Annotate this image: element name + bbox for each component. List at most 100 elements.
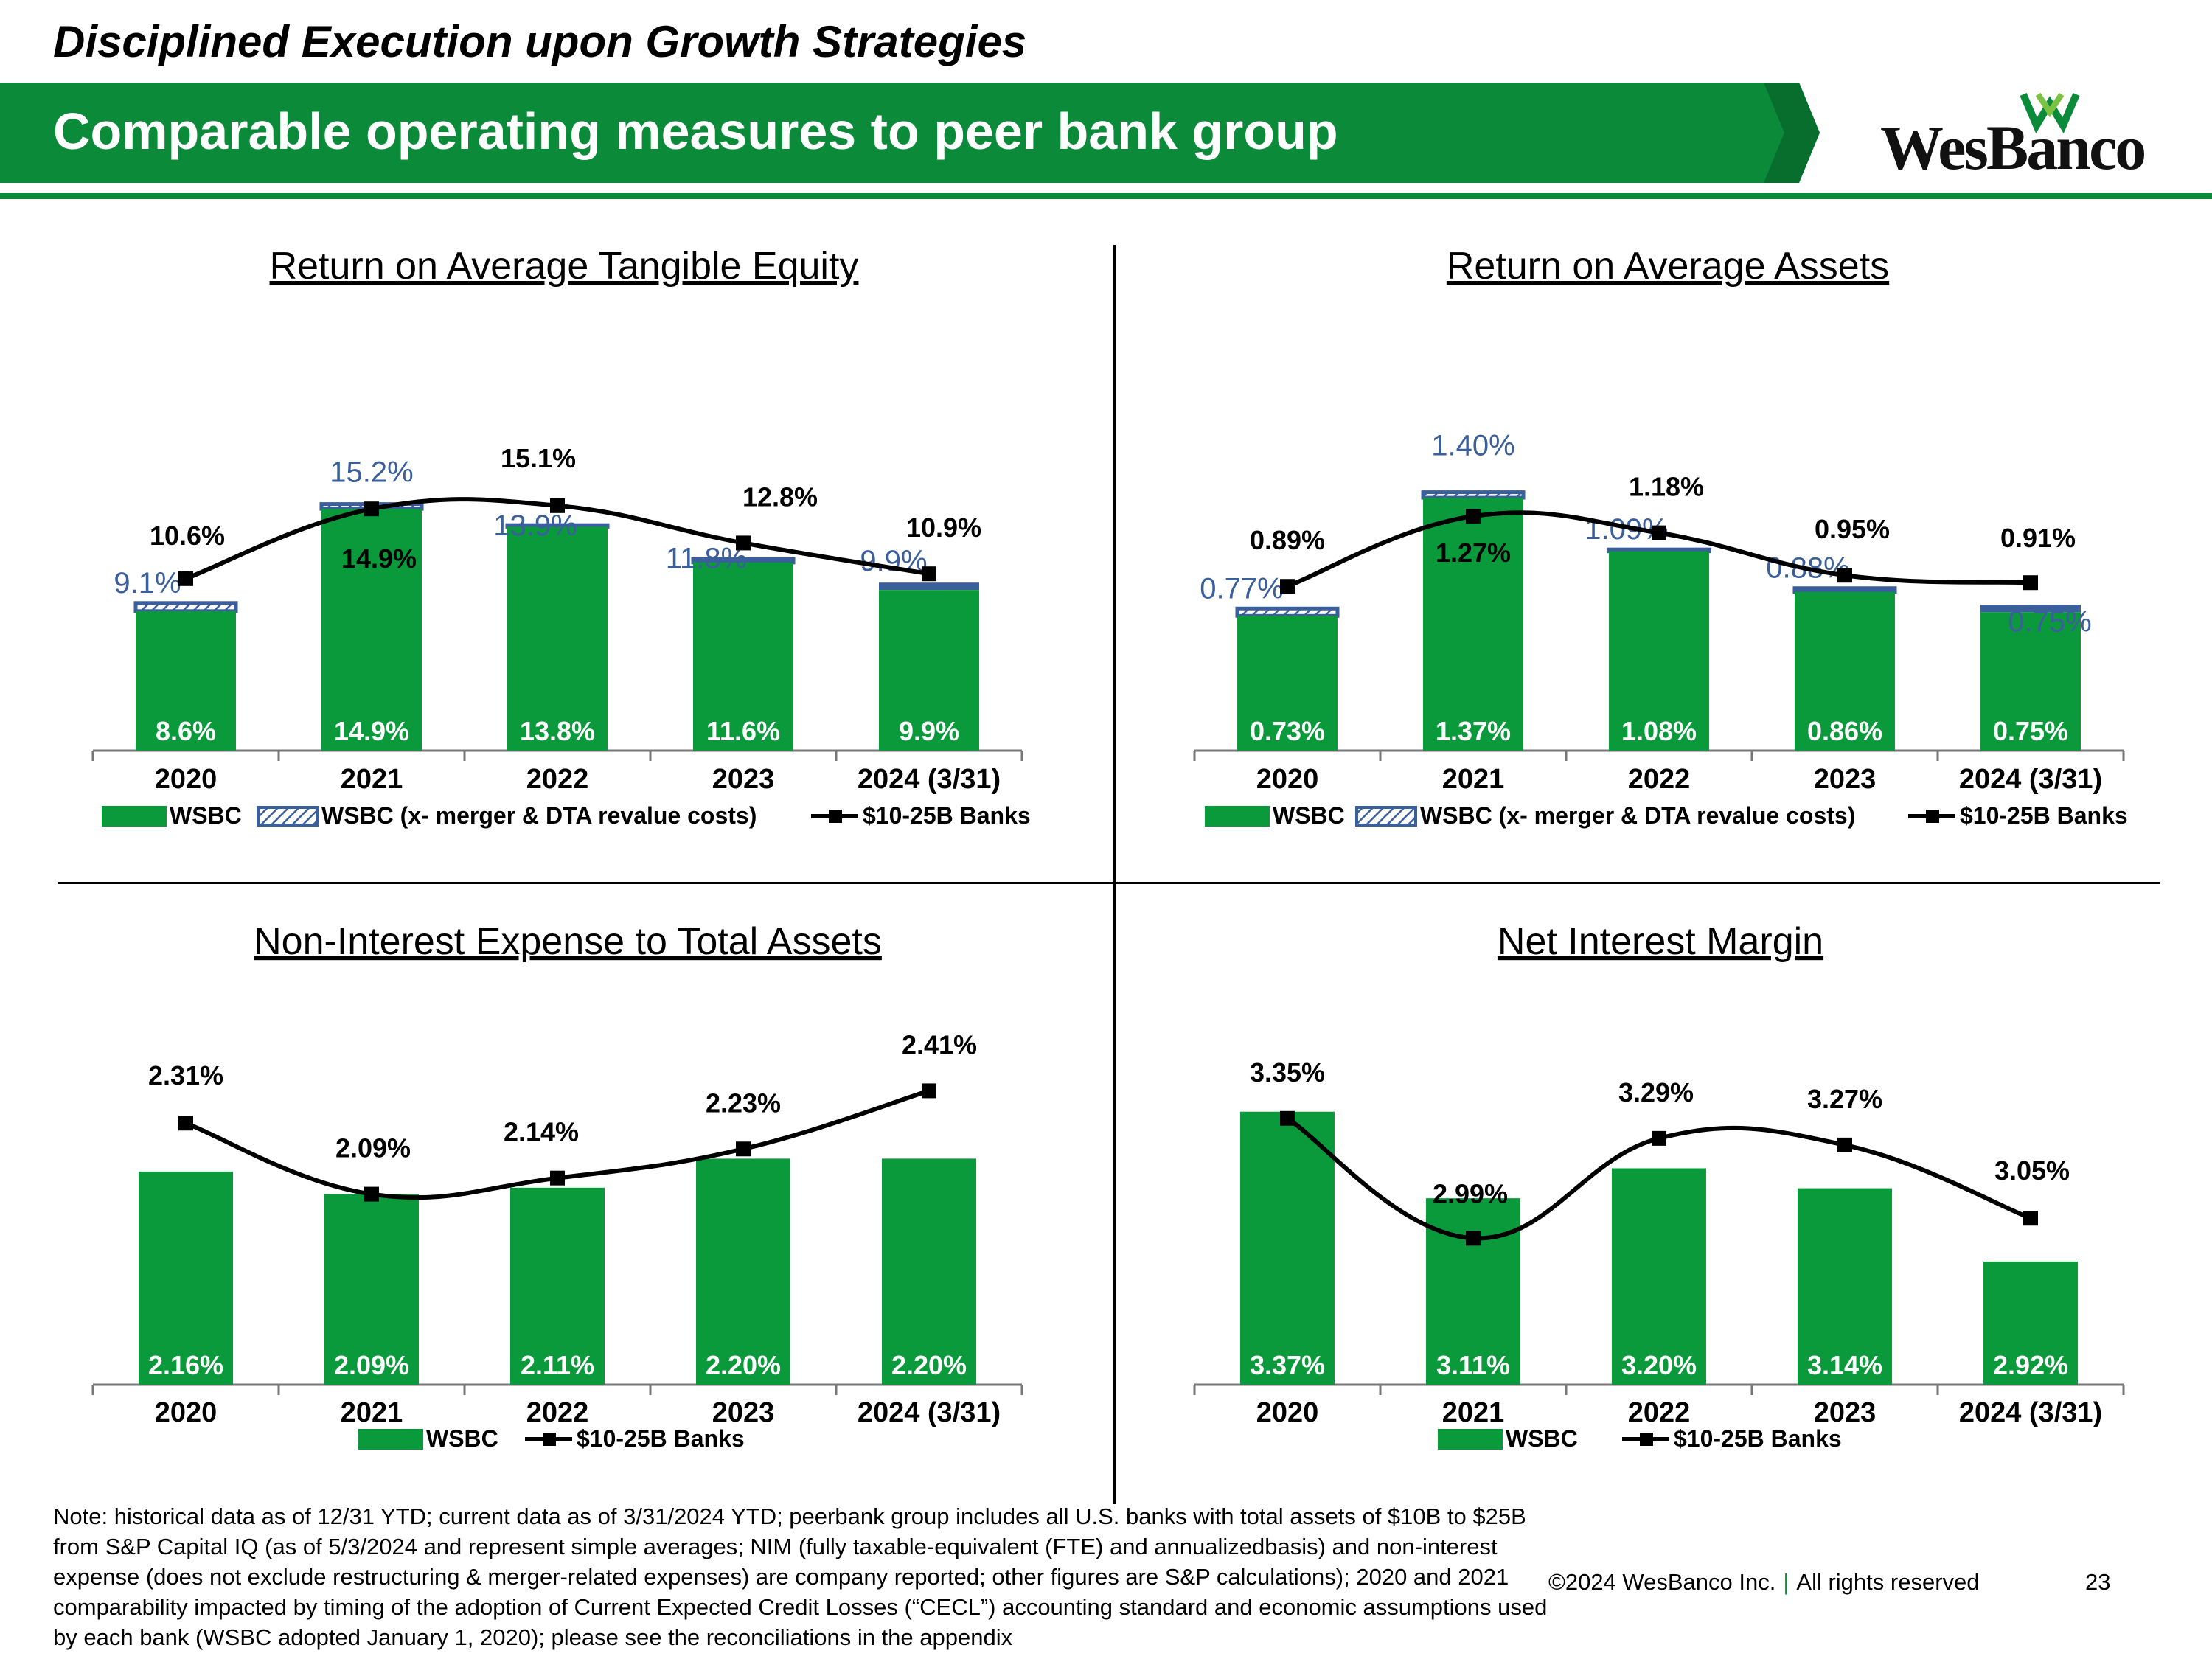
rote-bar (693, 562, 793, 751)
rote-category-label: 2021 (341, 764, 403, 795)
nim-bar (1983, 1261, 2078, 1385)
nie-bar-label: 2.20% (706, 1350, 781, 1380)
rote-bar (879, 590, 979, 751)
banner-rule (0, 193, 2212, 199)
nie-bar-label: 2.11% (521, 1350, 594, 1380)
nie-legend-swatch-peer-marker (543, 1433, 556, 1446)
nim-category-label: 2023 (1814, 1397, 1877, 1428)
roaa-cap-label: 0.77% (1200, 572, 1283, 605)
roaa-peer-label: 0.91% (2000, 523, 2076, 553)
roaa-peer-label: 0.89% (1250, 525, 1325, 555)
wesbanco-logo: WesBanco (1880, 112, 2146, 183)
nie-category-label: 2022 (526, 1397, 589, 1428)
double-w-icon (2020, 92, 2080, 133)
copyright: ©2024 WesBanco Inc. | All rights reserved (1548, 1569, 1980, 1596)
roaa-peer-marker (1466, 509, 1481, 524)
rote-legend-label: WSBC (x- merger & DTA revalue costs) (321, 802, 757, 829)
nim-peer-marker (1280, 1110, 1295, 1126)
roaa-chart-title: Return on Average Assets (1447, 245, 1889, 288)
roaa-legend-label: $10-25B Banks (1960, 802, 2128, 829)
roaa-cap-bar (1980, 605, 2081, 613)
rote-bar (136, 611, 236, 751)
nie-category-label: 2024 (3/31) (858, 1397, 1001, 1428)
roaa-peer-marker (1837, 568, 1852, 583)
roaa-bar-label: 1.37% (1436, 716, 1511, 746)
nie-bar-label: 2.20% (891, 1350, 967, 1380)
nie-bar-label: 2.16% (148, 1350, 223, 1380)
roaa-legend-label: WSBC (1273, 802, 1345, 829)
roaa-cap-bar (1607, 547, 1711, 554)
rote-bar (321, 509, 422, 751)
rote-cap-label: 11.8% (666, 542, 747, 574)
roaa-legend-swatch-peer-marker (1926, 810, 1939, 823)
roaa-bar-label: 1.08% (1621, 716, 1697, 746)
rote-peer-marker (178, 571, 193, 586)
copyright-separator: | (1783, 1569, 1790, 1595)
rote-bar (507, 526, 608, 751)
nim-bar-label: 3.11% (1436, 1350, 1510, 1380)
nim-bar-label: 3.20% (1621, 1350, 1697, 1380)
nim-legend-label: WSBC (1506, 1425, 1578, 1452)
roaa-legend-swatch-wsbc (1205, 806, 1270, 827)
rote-bar-label: 8.6% (156, 716, 216, 746)
roaa-category-label: 2021 (1442, 764, 1505, 795)
title-banner (0, 83, 1820, 183)
roaa-cap-bar (1235, 606, 1340, 618)
rote-bar-label: 14.9% (334, 716, 409, 746)
nie-category-label: 2023 (712, 1397, 775, 1428)
nie-peer-label: 2.41% (902, 1029, 977, 1060)
rote-category-label: 2023 (712, 764, 775, 795)
roaa-cap-label: 1.40% (1431, 430, 1514, 462)
roaa-bar (1980, 612, 2081, 751)
nim-peer-marker (2023, 1211, 2038, 1226)
roaa-bar (1609, 551, 1709, 751)
roaa-peer-label: 0.95% (1815, 514, 1890, 544)
nie-bar-label: 2.09% (334, 1350, 409, 1380)
nie-peer-marker (178, 1116, 193, 1131)
footnote: Note: historical data as of 12/31 YTD; c… (53, 1503, 1548, 1650)
roaa-cap-label: 0.75% (2008, 605, 2091, 638)
nim-category-label: 2022 (1628, 1397, 1691, 1428)
page-title: Comparable operating measures to peer ba… (53, 102, 1338, 160)
roaa-peer-label: 1.27% (1436, 538, 1511, 568)
nim-peer-marker (1652, 1130, 1666, 1146)
nim-peer-label: 3.29% (1618, 1077, 1694, 1107)
rote-cap-label: 15.2% (330, 456, 413, 489)
rote-cap-bar (879, 582, 979, 591)
nie-bar (139, 1171, 233, 1385)
rote-category-label: 2022 (526, 764, 589, 795)
rote-peer-marker (922, 566, 936, 582)
nie-bar (324, 1194, 419, 1385)
nim-bar (1240, 1111, 1335, 1385)
rote-peer-marker (364, 501, 379, 517)
roaa-bar (1795, 591, 1895, 751)
nim-legend-label: $10-25B Banks (1674, 1425, 1842, 1452)
nim-peer-label: 3.27% (1807, 1084, 1882, 1114)
page-number: 23 (2085, 1569, 2111, 1595)
nie-bar (882, 1158, 976, 1385)
rote-peer-label: 14.9% (341, 543, 417, 574)
roaa-bar (1237, 616, 1338, 751)
nie-peer-marker (736, 1141, 751, 1157)
nim-bar (1798, 1188, 1892, 1385)
nie-legend-label: WSBC (426, 1425, 498, 1452)
rote-chart-title: Return on Average Tangible Equity (270, 245, 859, 288)
nie-peer-marker (922, 1083, 936, 1099)
nie-peer-marker (364, 1186, 379, 1202)
roaa-peer-marker (2023, 575, 2038, 591)
nie-category-label: 2020 (155, 1397, 218, 1428)
nim-bar (1612, 1168, 1706, 1385)
roaa-peer-marker (1280, 579, 1295, 594)
nim-peer-label: 2.99% (1433, 1178, 1508, 1208)
quadrant-divider-horizontal (58, 882, 2160, 884)
roaa-peer-label: 1.18% (1629, 472, 1704, 502)
rote-cap-label: 9.1% (114, 567, 181, 599)
nim-peer-marker (1837, 1137, 1852, 1152)
nim-category-label: 2021 (1442, 1397, 1505, 1428)
nim-chart-title: Net Interest Margin (1498, 920, 1823, 963)
rote-cap-bar (133, 601, 238, 613)
copyright-text: ©2024 WesBanco Inc. (1548, 1569, 1776, 1595)
rote-peer-marker (736, 535, 751, 551)
roaa-bar-label: 0.73% (1250, 716, 1325, 746)
